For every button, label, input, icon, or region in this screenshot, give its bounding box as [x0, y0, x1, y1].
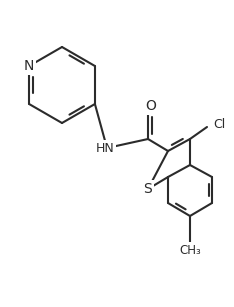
- Text: O: O: [146, 99, 157, 113]
- Text: Cl: Cl: [213, 118, 225, 130]
- Text: S: S: [144, 182, 152, 196]
- Text: CH₃: CH₃: [179, 243, 201, 257]
- Text: HN: HN: [96, 142, 114, 154]
- Text: N: N: [24, 59, 34, 73]
